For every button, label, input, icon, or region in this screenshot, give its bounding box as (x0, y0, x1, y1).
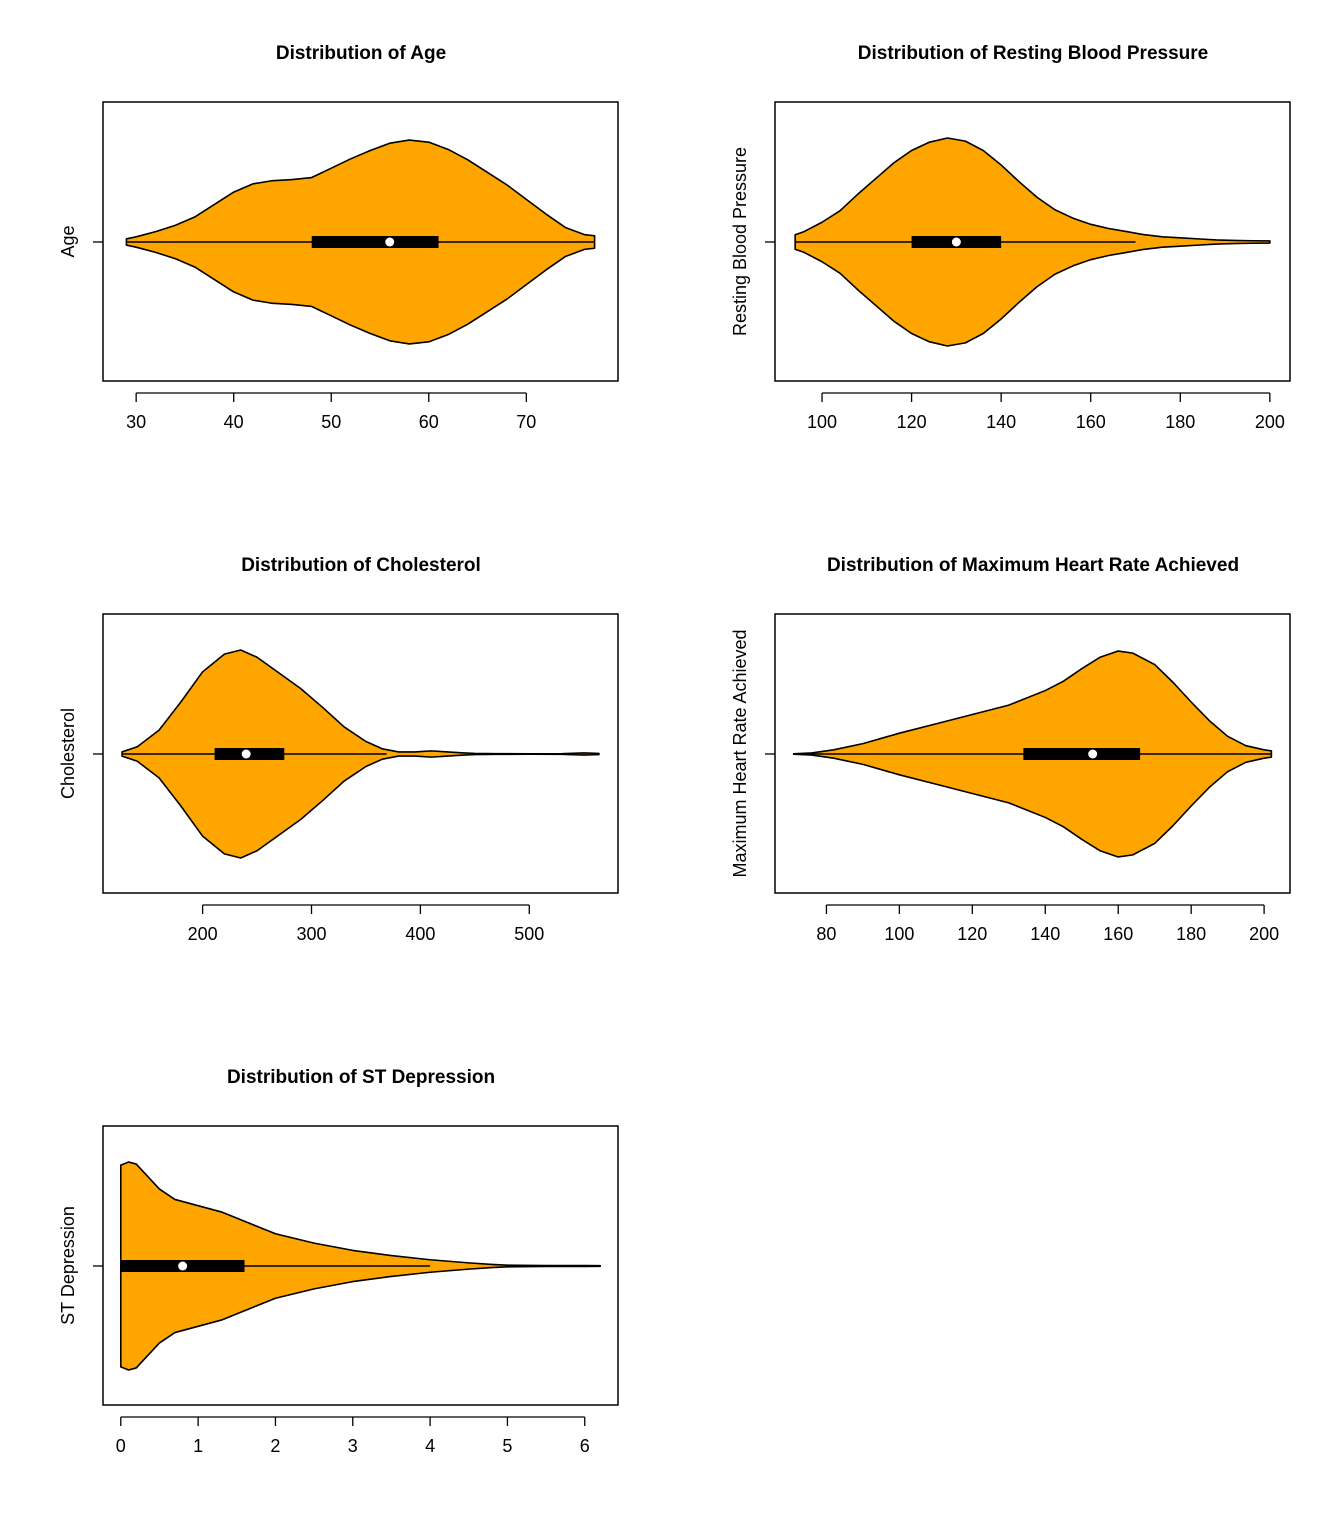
chart-svg: Distribution of Cholesterol Cholesterol 20… (58, 555, 619, 944)
x-tick-label: 100 (884, 924, 914, 944)
median-point (385, 237, 395, 247)
chart-title: Distribution of ST Depression (227, 1067, 495, 1088)
x-tick-label: 200 (1249, 924, 1279, 944)
x-tick-label: 40 (224, 412, 244, 432)
chart-title: Distribution of Resting Blood Pressure (858, 43, 1208, 64)
chart-title: Distribution of Cholesterol (241, 555, 481, 576)
x-tick-label: 80 (816, 924, 836, 944)
x-tick-label: 120 (897, 412, 927, 432)
y-axis-label: Maximum Heart Rate Achieved (730, 629, 750, 877)
chart-panel-cholesterol: Distribution of Cholesterol Cholesterol 20… (0, 512, 672, 1024)
chart-svg: Distribution of Age Age 30 40 50 60 70 (58, 43, 619, 432)
x-tick-label: 160 (1103, 924, 1133, 944)
x-tick-label: 6 (580, 1436, 590, 1456)
x-tick-label: 3 (348, 1436, 358, 1456)
x-tick-label: 500 (514, 924, 544, 944)
y-axis-label: Age (58, 225, 78, 257)
x-tick-label: 180 (1165, 412, 1195, 432)
chart-svg: Distribution of Resting Blood Pressure Re… (730, 43, 1291, 432)
chart-panel-max-heart-rate: Distribution of Maximum Heart Rate Achie… (672, 512, 1344, 1024)
median-point (241, 749, 251, 759)
x-tick-label: 30 (126, 412, 146, 432)
plot-frame (774, 613, 1291, 894)
x-tick-label: 180 (1176, 924, 1206, 944)
x-tick-label: 160 (1076, 412, 1106, 432)
plot-frame (102, 101, 619, 382)
x-tick-label: 140 (986, 412, 1016, 432)
chart-panel-resting-blood-pressure: Distribution of Resting Blood Pressure Re… (672, 0, 1344, 512)
x-tick-label: 400 (405, 924, 435, 944)
chart-svg: Distribution of Maximum Heart Rate Achie… (730, 555, 1291, 944)
plot-frame (102, 1125, 619, 1406)
iqr-box (1023, 748, 1141, 760)
chart-svg: Distribution of ST Depression ST Depressi… (58, 1067, 619, 1456)
chart-title: Distribution of Maximum Heart Rate Achie… (827, 555, 1239, 576)
y-axis-label: ST Depression (58, 1206, 78, 1325)
x-tick-label: 140 (1030, 924, 1060, 944)
x-tick-label: 50 (321, 412, 341, 432)
x-tick-label: 2 (270, 1436, 280, 1456)
chart-panel-st-depression: Distribution of ST Depression ST Depressi… (0, 1024, 672, 1536)
chart-title: Distribution of Age (276, 43, 446, 64)
y-axis-label: Cholesterol (58, 708, 78, 799)
median-point (951, 237, 961, 247)
y-axis-label: Resting Blood Pressure (730, 147, 750, 336)
x-tick-label: 60 (419, 412, 439, 432)
iqr-box (311, 236, 439, 248)
x-tick-label: 100 (807, 412, 837, 432)
x-tick-label: 1 (193, 1436, 203, 1456)
x-tick-label: 0 (116, 1436, 126, 1456)
x-tick-label: 5 (502, 1436, 512, 1456)
x-tick-label: 200 (1255, 412, 1285, 432)
x-tick-label: 120 (957, 924, 987, 944)
chart-panel-age: Distribution of Age Age 30 40 50 60 70 (0, 0, 672, 512)
plot-frame (774, 101, 1291, 382)
x-tick-label: 70 (516, 412, 536, 432)
x-tick-label: 4 (425, 1436, 435, 1456)
x-tick-label: 300 (296, 924, 326, 944)
median-point (178, 1261, 188, 1271)
plot-frame (102, 613, 619, 894)
median-point (1088, 749, 1098, 759)
x-tick-label: 200 (188, 924, 218, 944)
